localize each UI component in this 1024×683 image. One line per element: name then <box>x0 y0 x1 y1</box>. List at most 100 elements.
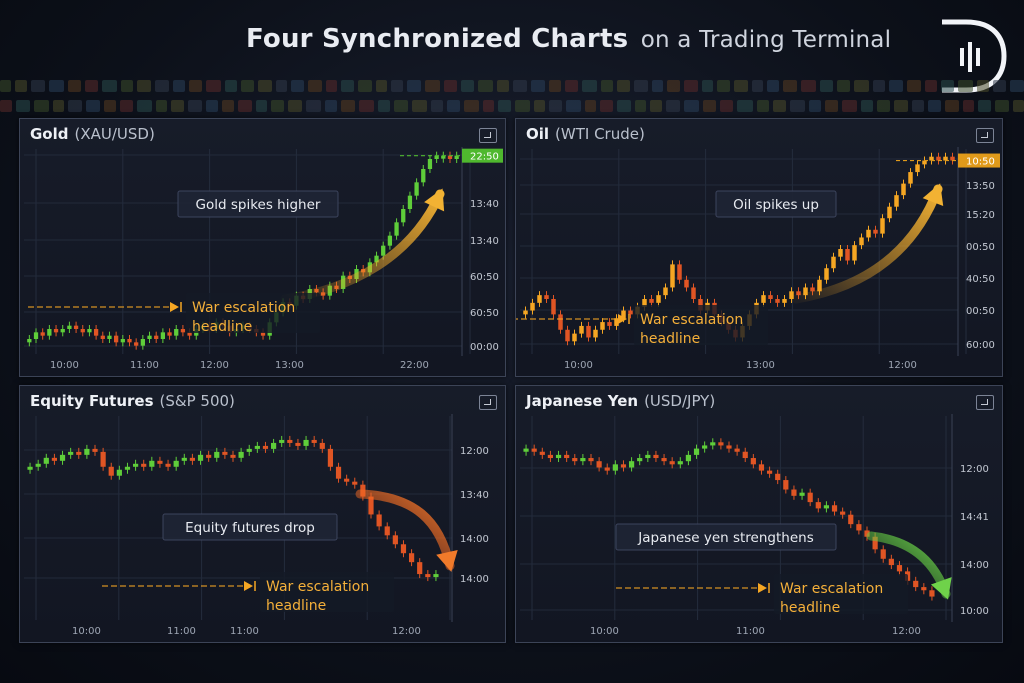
ticker-chip <box>906 80 922 92</box>
candle <box>33 332 39 339</box>
candle <box>637 458 643 462</box>
ticker-chip <box>549 80 562 92</box>
candle <box>677 264 682 280</box>
candle <box>880 549 886 559</box>
candle <box>327 448 334 467</box>
ticker-chip <box>684 100 700 112</box>
candle <box>127 339 132 343</box>
ticker-chip <box>102 80 118 92</box>
y-tick-label: 14:00 <box>460 534 489 545</box>
ticker-chip <box>651 80 664 92</box>
x-tick-label: 10:00 <box>50 360 79 371</box>
candle <box>768 295 773 299</box>
ticker-chip <box>599 100 613 112</box>
ticker-chip <box>14 80 28 92</box>
candle <box>799 492 805 496</box>
candle <box>374 255 379 263</box>
headline-box <box>260 572 394 612</box>
candle <box>214 451 220 458</box>
candle <box>187 332 192 336</box>
candle <box>596 461 602 468</box>
candle <box>120 339 125 343</box>
candle <box>663 287 668 296</box>
candle <box>335 466 342 479</box>
candle <box>677 461 683 465</box>
gold-chart: 22:50 13:40 13:40 60:50 60:50 00:00 10:00 11:00… <box>24 147 503 371</box>
callout-text: Japanese yen strengthens <box>637 530 814 546</box>
candle <box>750 458 756 465</box>
ticker-chip <box>407 80 422 92</box>
x-tick-label: 13:00 <box>746 360 775 371</box>
candle <box>260 332 266 336</box>
candle <box>943 156 948 161</box>
candle <box>246 448 252 452</box>
candle <box>93 329 99 336</box>
candle <box>810 287 815 292</box>
candle <box>180 329 186 333</box>
gold-expand-button[interactable] <box>479 128 497 143</box>
ticker-chip <box>358 80 373 92</box>
candle <box>824 268 829 280</box>
candle <box>157 460 163 464</box>
candle <box>555 454 562 459</box>
y-tick-label: 00:50 <box>966 306 995 317</box>
oil-expand-button[interactable] <box>976 128 994 143</box>
yen-expand-button[interactable] <box>976 395 994 410</box>
equity-expand-button[interactable] <box>479 395 497 410</box>
ticker-chip <box>1009 80 1024 92</box>
candle <box>702 445 708 449</box>
equity-panel[interactable]: Equity Futures (S&P 500) 12:00 13:40 14:00 1… <box>19 385 506 643</box>
headline-box <box>186 293 320 333</box>
candle <box>206 454 212 458</box>
candle <box>670 264 675 288</box>
candle <box>59 454 66 461</box>
ticker-chip <box>444 80 457 92</box>
ticker-chip <box>68 100 82 112</box>
y-tick-label: 22:50 <box>470 152 499 163</box>
candle <box>761 295 766 303</box>
candle <box>726 445 732 449</box>
candle <box>880 218 885 234</box>
candle <box>840 511 846 515</box>
ticker-chip <box>766 80 780 92</box>
oil-panel[interactable]: Oil (WTI Crude) 10:50 13:50 15:20 00:50 40:50… <box>515 118 1003 377</box>
ticker-chip <box>238 100 253 112</box>
ticker-chip <box>16 100 30 112</box>
candle <box>698 299 703 311</box>
candle <box>287 439 293 443</box>
gold-panel[interactable]: Gold (XAU/USD) 22:50 13:40 13:40 60:50 60:50 0… <box>19 118 506 377</box>
candle <box>67 325 72 329</box>
candle <box>35 463 41 467</box>
candle <box>718 442 724 446</box>
candle <box>693 448 700 455</box>
candle <box>381 245 386 256</box>
candle <box>165 463 171 467</box>
candle <box>230 454 236 458</box>
headline-text-line1: War escalation <box>192 300 295 316</box>
candle <box>685 454 692 462</box>
candle <box>454 155 459 159</box>
ticker-chip <box>513 80 527 92</box>
candle <box>434 155 439 159</box>
trend-arrow-head <box>436 549 458 572</box>
yen-panel[interactable]: Japanese Yen (USD/JPY) 12:00 14:41 14:00 10:… <box>515 385 1003 643</box>
headline-text-line1: War escalation <box>266 579 369 595</box>
candle <box>100 451 106 467</box>
candle <box>612 464 618 471</box>
y-tick-label: 10:50 <box>966 157 995 168</box>
equity-title: Equity Futures (S&P 500) <box>30 392 235 410</box>
headline-text-line2: headline <box>640 331 700 347</box>
candle <box>775 299 780 303</box>
gold-title: Gold (XAU/USD) <box>30 125 155 143</box>
candle <box>580 458 586 462</box>
trend-arrow-head <box>922 183 944 207</box>
candle <box>859 237 864 246</box>
x-tick-label: 11:00 <box>167 626 196 637</box>
candle <box>116 469 122 476</box>
callout-box <box>177 190 339 218</box>
ticker-chip <box>801 80 817 92</box>
candle <box>600 322 605 330</box>
candle <box>295 442 301 446</box>
headline-box <box>774 574 908 614</box>
candle <box>173 460 179 467</box>
